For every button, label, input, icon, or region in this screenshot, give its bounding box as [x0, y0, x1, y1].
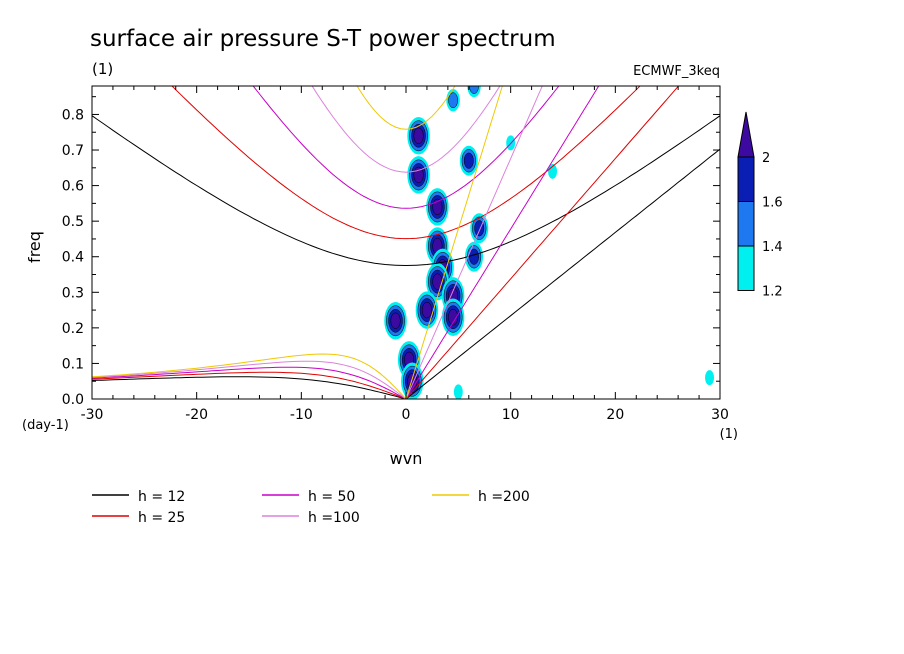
- inertia-gravity-curve-h200: [356, 86, 456, 130]
- kelvin-curve-h100: [405, 86, 543, 399]
- spectral-peak-9-level-3: [448, 308, 459, 326]
- chart-title: surface air pressure S-T power spectrum: [90, 26, 556, 52]
- y-axis-unit: (day-1): [22, 418, 69, 433]
- legend-label: h = 50: [308, 489, 355, 505]
- colorbar-label: 2: [762, 151, 770, 166]
- x-tick-label: 20: [606, 407, 624, 423]
- x-tick-label: 0: [402, 407, 411, 423]
- inertia-gravity-curve-h50: [252, 86, 560, 209]
- spectral-peak-20-level-0: [705, 370, 715, 386]
- spectral-power-field: [384, 86, 715, 399]
- y-tick-label: 0.5: [62, 214, 84, 230]
- kelvin-curve-h50: [405, 86, 600, 399]
- x-axis-unit: (1): [720, 427, 738, 442]
- legend: h = 12 h = 25 h = 50 h =100 h =200: [92, 489, 530, 526]
- rossby-curve-h12: [92, 376, 407, 399]
- y-tick-label: 0.1: [62, 356, 84, 372]
- rossby-curve-h25: [92, 371, 407, 399]
- colorbar-swatch: [737, 156, 755, 202]
- y-tick-label: 0.0: [62, 392, 84, 408]
- x-tick-label: -10: [290, 407, 313, 423]
- rossby-curve-h50: [92, 366, 407, 399]
- spectral-peak-10-level-3: [390, 312, 401, 329]
- inertia-gravity-curve-h100: [311, 86, 501, 173]
- x-axis-label: wvn: [390, 449, 423, 468]
- rossby-curve-h100: [92, 360, 407, 399]
- spectral-peak-15-level-1: [448, 92, 458, 109]
- y-tick-label: 0.8: [62, 107, 84, 123]
- colorbar-label: 1.6: [762, 196, 783, 211]
- dispersion-curves: [92, 86, 720, 399]
- y-tick-label: 0.4: [62, 250, 84, 266]
- rossby-curve-h200: [92, 353, 407, 399]
- y-tick-label: 0.2: [62, 321, 84, 337]
- colorbar-swatch-top: [737, 111, 755, 158]
- y-tick-label: 0.6: [62, 179, 84, 195]
- x-tick-label: 10: [502, 407, 520, 423]
- inertia-gravity-curve-h12: [92, 115, 720, 267]
- spectral-peak-18-level-0: [548, 163, 558, 179]
- x-tick-label: 30: [711, 407, 729, 423]
- y-axis-label: freq: [25, 231, 44, 263]
- kelvin-curve-h25: [405, 86, 680, 399]
- spectral-peak-19-level-0: [453, 384, 463, 399]
- inertia-gravity-curve-h25: [171, 86, 641, 240]
- x-tick-label: -30: [81, 407, 104, 423]
- y-tick-label: 0.3: [62, 285, 84, 301]
- colorbar: 1.2 1.4 1.6 2: [737, 111, 783, 300]
- x-tick-label: -20: [185, 407, 208, 423]
- spectral-peak-14-level-2: [463, 152, 474, 169]
- colorbar-swatch: [737, 201, 755, 247]
- chart-subtitle-right: ECMWF_3keq: [633, 64, 720, 79]
- chart-subtitle-left: (1): [92, 60, 113, 78]
- legend-label: h = 25: [138, 510, 185, 526]
- legend-label: h =100: [308, 510, 360, 526]
- spectral-peak-1-level-3: [407, 373, 418, 390]
- spectral-peak-11-level-3: [421, 301, 432, 319]
- y-tick-label: 0.7: [62, 143, 84, 159]
- spectral-peak-16-level-1: [469, 86, 479, 94]
- kelvin-curve-h200: [405, 86, 503, 399]
- axis-ticks: -30 -20 -10 0 10 20 30 0.0 0.1 0.2 0.3 0.4 0.5 0.6 0.7…: [62, 86, 729, 423]
- kelvin-curve-h12: [405, 148, 720, 399]
- colorbar-label: 1.4: [762, 240, 783, 255]
- spectral-peak-2-level-3: [413, 127, 424, 144]
- colorbar-label: 1.2: [762, 285, 783, 300]
- colorbar-swatch: [737, 245, 755, 291]
- legend-label: h =200: [478, 489, 530, 505]
- legend-label: h = 12: [138, 489, 185, 505]
